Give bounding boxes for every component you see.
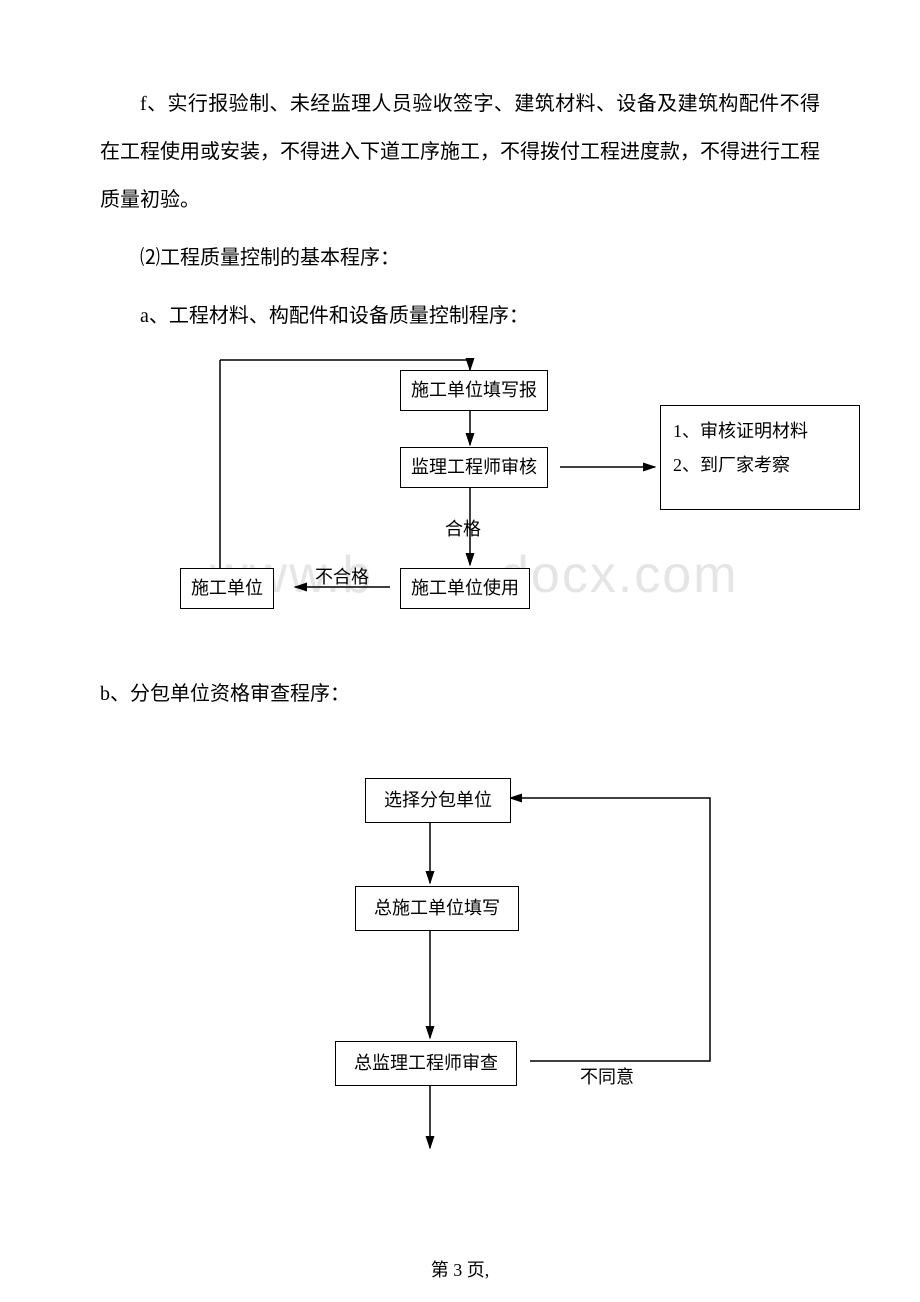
paragraph-a: a、工程材料、构配件和设备质量控制程序：	[100, 292, 820, 340]
flowchart-b: 选择分包单位 总施工单位填写 总监理工程师审查 不同意	[100, 768, 820, 1168]
fa-node-2: 监理工程师审核	[400, 447, 548, 488]
fa-label-qualified: 合格	[445, 515, 481, 541]
fa-side-line2: 2、到厂家考察	[673, 448, 847, 482]
fa-side-line1: 1、审核证明材料	[673, 414, 847, 448]
fa-label-unqualified: 不合格	[315, 563, 369, 589]
flowchart-a: www.b docx.com 施工单位填写报 监理工程师审核 施工单位使用	[100, 350, 820, 640]
fa-node-4: 施工单位	[180, 568, 274, 609]
fa-node-3: 施工单位使用	[400, 568, 530, 609]
fb-node-3: 总监理工程师审查	[335, 1041, 517, 1086]
paragraph-b: b、分包单位资格审查程序：	[100, 670, 820, 718]
fa-node-1: 施工单位填写报	[400, 370, 548, 411]
fb-node-2: 总施工单位填写	[355, 886, 519, 931]
fb-label-disagree: 不同意	[580, 1063, 634, 1089]
paragraph-2: ⑵工程质量控制的基本程序：	[100, 234, 820, 282]
paragraph-f: f、实行报验制、未经监理人员验收签字、建筑材料、设备及建筑构配件不得在工程使用或…	[100, 80, 820, 224]
fb-node-1: 选择分包单位	[365, 778, 511, 823]
fa-sidebox: 1、审核证明材料 2、到厂家考察	[660, 405, 860, 510]
page-number: 第 3 页,	[0, 1256, 920, 1282]
flowchart-b-lines	[100, 768, 860, 1168]
